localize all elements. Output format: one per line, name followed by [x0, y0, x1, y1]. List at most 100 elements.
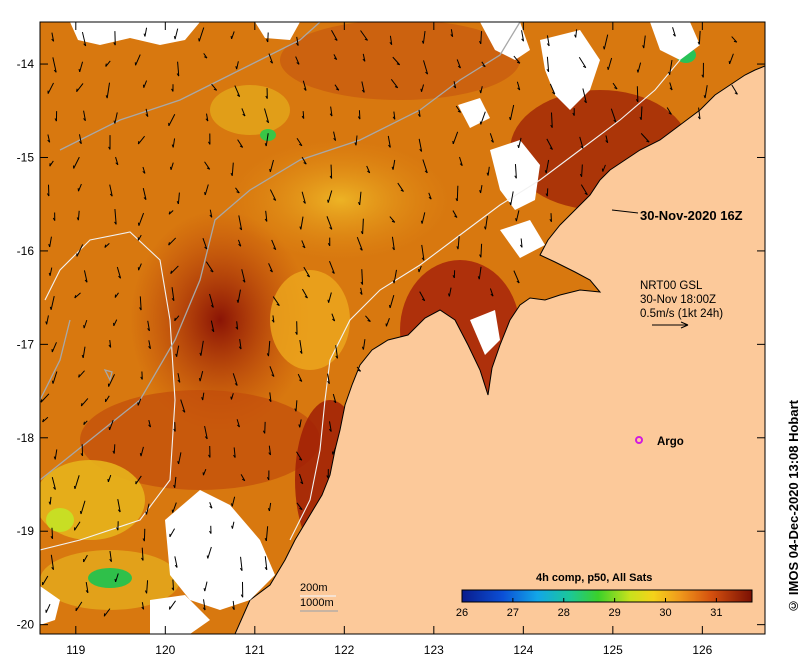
- current-arrow: [51, 371, 58, 384]
- current-arrow: [76, 210, 80, 221]
- current-arrow: [135, 475, 142, 485]
- current-arrow: [147, 320, 150, 332]
- current-arrow: [360, 218, 364, 235]
- current-arrow: [580, 184, 588, 196]
- current-arrow: [205, 261, 214, 273]
- current-arrow: [545, 188, 549, 197]
- current-arrow: [107, 374, 115, 387]
- current-arrow: [108, 135, 111, 150]
- current-arrow: [53, 449, 58, 460]
- current-arrow: [268, 53, 273, 64]
- current-arrow: [513, 55, 521, 64]
- current-vectors: [40, 27, 738, 617]
- current-arrow: [296, 502, 303, 511]
- current-arrow: [264, 133, 269, 147]
- current-arrow: [85, 581, 89, 594]
- current-arrow: [550, 112, 553, 128]
- current-arrow: [42, 575, 49, 586]
- current-arrow: [301, 111, 305, 119]
- current-arrow: [46, 184, 50, 197]
- current-arrow: [51, 342, 57, 353]
- current-arrow: [237, 139, 244, 148]
- copyright-icon: ©: [786, 598, 801, 614]
- current-arrow: [48, 496, 52, 505]
- current-arrow: [108, 340, 112, 348]
- current-arrow: [230, 31, 235, 40]
- current-time: 30-Nov 18:00Z: [640, 294, 716, 306]
- current-arrow: [148, 340, 151, 349]
- current-arrow: [77, 183, 82, 192]
- current-arrow: [728, 53, 734, 65]
- current-arrow: [389, 35, 393, 45]
- current-arrow: [208, 133, 211, 145]
- current-arrow: [209, 209, 213, 218]
- current-arrow: [113, 31, 116, 46]
- current-arrow: [264, 526, 269, 542]
- colorbar-tick-label: 29: [609, 607, 621, 619]
- current-arrow: [210, 320, 215, 333]
- current-arrow: [204, 161, 211, 170]
- current-arrow: [45, 603, 51, 613]
- current-arrow: [143, 27, 148, 37]
- current-arrow: [48, 267, 53, 276]
- current-arrow: [418, 265, 422, 273]
- lat-tick-label: -14: [17, 57, 35, 71]
- current-arrow: [668, 59, 673, 75]
- current-arrow: [51, 476, 56, 490]
- current-arrow: [447, 287, 452, 297]
- current-arrow: [208, 445, 211, 458]
- current-arrow: [296, 138, 303, 147]
- current-arrow: [327, 373, 330, 384]
- current-arrow: [329, 164, 333, 179]
- colorbar-tick-label: 27: [507, 607, 519, 619]
- current-arrow: [240, 581, 244, 598]
- current-arrow: [177, 452, 182, 465]
- current-arrow: [205, 113, 209, 122]
- current-arrow: [299, 339, 303, 354]
- current-arrow: [521, 30, 525, 42]
- current-arrow: [357, 110, 361, 120]
- current-arrow: [272, 296, 280, 307]
- current-arrow: [74, 521, 81, 531]
- lon-tick-label: 122: [334, 643, 354, 657]
- current-arrow: [235, 187, 240, 194]
- current-arrow: [78, 134, 82, 145]
- current-arrow: [546, 56, 550, 73]
- current-arrow: [171, 138, 176, 148]
- colorbar-tick-label: 30: [659, 607, 671, 619]
- current-arrow: [264, 108, 270, 124]
- current-arrow: [419, 291, 426, 302]
- current-arrow: [75, 601, 83, 612]
- current-arrow: [516, 81, 521, 91]
- current-arrow: [168, 113, 176, 127]
- current-arrow: [331, 313, 336, 322]
- contour-1000m: [40, 22, 521, 481]
- current-arrow: [171, 502, 177, 513]
- current-arrow: [519, 238, 523, 248]
- current-arrow: [578, 56, 587, 69]
- current-arrow: [145, 503, 150, 515]
- argo-label: Argo: [657, 436, 684, 448]
- colorbar-title: 4h comp, p50, All Sats: [536, 572, 652, 584]
- current-arrow: [672, 27, 676, 37]
- longitude-axis: 119 120 121 122 123 124 125 126: [66, 22, 713, 657]
- current-arrow: [362, 53, 366, 62]
- current-arrow: [137, 212, 145, 226]
- current-arrow: [387, 135, 391, 148]
- current-arrow: [233, 447, 236, 458]
- argo-float-marker[interactable]: [635, 436, 643, 444]
- current-arrow: [171, 579, 175, 591]
- current-arrow: [169, 528, 176, 538]
- current-arrow: [114, 573, 119, 583]
- lat-tick-label: -19: [17, 524, 35, 538]
- current-arrow: [360, 30, 368, 41]
- current-arrow: [452, 270, 456, 279]
- current-arrow: [326, 216, 333, 230]
- current-arrow: [116, 521, 119, 531]
- current-arrow: [669, 82, 673, 91]
- contour-200m-legend: 200m: [300, 582, 328, 594]
- current-arrow: [117, 499, 121, 513]
- current-arrow: [333, 131, 337, 141]
- current-arrow: [327, 237, 331, 247]
